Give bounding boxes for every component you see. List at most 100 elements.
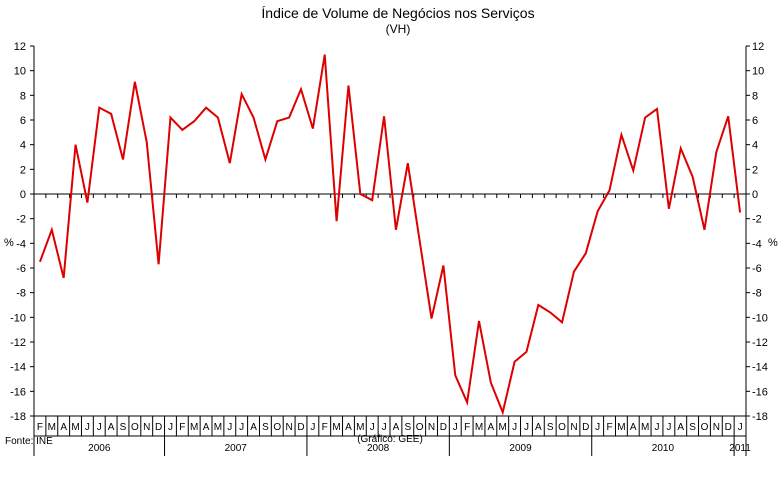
source-note: Fonte: INE [5, 436, 53, 447]
month-label: A [250, 422, 257, 433]
month-label: N [713, 422, 720, 433]
month-label: A [108, 422, 115, 433]
y-tick-label-right: -18 [752, 411, 768, 423]
y-tick-label-left: 0 [20, 189, 26, 201]
y-tick-label-left: 4 [20, 140, 26, 152]
month-label: N [570, 422, 577, 433]
month-label: M [71, 422, 79, 433]
month-label: J [97, 422, 102, 433]
month-label: M [48, 422, 56, 433]
month-label: S [404, 422, 411, 433]
month-label: N [286, 422, 293, 433]
month-label: M [641, 422, 649, 433]
month-label: F [464, 422, 470, 433]
y-tick-label-left: -6 [16, 263, 26, 275]
month-label: D [155, 422, 162, 433]
month-label: O [558, 422, 566, 433]
year-label: 2010 [652, 443, 675, 454]
y-tick-label-left: 10 [14, 66, 26, 78]
month-label: A [345, 422, 352, 433]
y-tick-label-right: -16 [752, 386, 768, 398]
month-label: J [738, 422, 743, 433]
plot-area: 12 12 10 10 8 8 6 6 4 4 2 2 0 0 -2 -2 -4 -4 -6 -6 -8 -8 -10 -10… [10, 41, 768, 456]
y-axis-label-left: % [4, 237, 14, 249]
y-tick-label-left: -16 [10, 386, 26, 398]
y-tick-label-right: -10 [752, 312, 768, 324]
month-label: J [370, 422, 375, 433]
month-label: M [499, 422, 507, 433]
month-label: J [512, 422, 517, 433]
y-tick-label-right: 6 [752, 115, 758, 127]
month-label: J [666, 422, 671, 433]
y-tick-label-right: 4 [752, 140, 758, 152]
year-label: 2009 [509, 443, 532, 454]
month-label: A [60, 422, 67, 433]
month-label: N [143, 422, 150, 433]
chart-subtitle: (VH) [386, 22, 411, 36]
month-label: M [356, 422, 364, 433]
month-label: S [689, 422, 696, 433]
y-tick-label-left: -14 [10, 362, 26, 374]
month-label: J [595, 422, 600, 433]
month-label: J [382, 422, 387, 433]
month-label: M [475, 422, 483, 433]
month-label: M [332, 422, 340, 433]
year-label: 2007 [225, 443, 248, 454]
y-tick-label-right: -12 [752, 337, 768, 349]
month-label: J [239, 422, 244, 433]
month-label: M [190, 422, 198, 433]
y-tick-label-right: -6 [752, 263, 762, 275]
month-label: D [440, 422, 447, 433]
month-label: J [453, 422, 458, 433]
month-label: J [168, 422, 173, 433]
month-label: O [273, 422, 281, 433]
month-label: A [203, 422, 210, 433]
month-label: D [297, 422, 304, 433]
month-label: M [617, 422, 625, 433]
month-label: F [179, 422, 185, 433]
month-label: S [262, 422, 269, 433]
month-label: A [535, 422, 542, 433]
month-label: S [547, 422, 554, 433]
year-label: 2006 [88, 443, 111, 454]
y-tick-label-right: 12 [752, 41, 764, 53]
chart-title: Índice de Volume de Negócios nos Serviço… [261, 5, 534, 21]
month-label: J [310, 422, 315, 433]
y-tick-label-left: -8 [16, 288, 26, 300]
month-label: D [582, 422, 589, 433]
month-label: O [701, 422, 709, 433]
month-label: A [677, 422, 684, 433]
y-tick-label-left: -4 [16, 238, 26, 250]
series-line [38, 54, 742, 416]
month-label: J [524, 422, 529, 433]
y-tick-label-right: 2 [752, 164, 758, 176]
y-tick-label-left: 2 [20, 164, 26, 176]
month-label: D [725, 422, 732, 433]
month-label: A [630, 422, 637, 433]
y-tick-label-right: -4 [752, 238, 762, 250]
y-tick-label-left: -2 [16, 214, 26, 226]
month-label: N [428, 422, 435, 433]
month-label: F [37, 422, 43, 433]
y-tick-label-right: -8 [752, 288, 762, 300]
y-tick-label-right: 0 [752, 189, 758, 201]
y-tick-label-right: -2 [752, 214, 762, 226]
month-label: O [131, 422, 139, 433]
y-tick-label-right: -14 [752, 362, 768, 374]
y-tick-label-left: -12 [10, 337, 26, 349]
year-label: 2008 [367, 443, 390, 454]
y-tick-label-left: -10 [10, 312, 26, 324]
credit-note: (Gráfico: GEE) [357, 434, 423, 445]
month-label: J [655, 422, 660, 433]
month-label: J [85, 422, 90, 433]
year-label: 2011 [729, 443, 751, 454]
y-tick-label-right: 10 [752, 66, 764, 78]
y-tick-label-right: 8 [752, 90, 758, 102]
month-label: S [120, 422, 127, 433]
y-tick-label-left: 8 [20, 90, 26, 102]
y-tick-label-left: 6 [20, 115, 26, 127]
y-tick-label-left: 12 [14, 41, 26, 53]
month-label: J [227, 422, 232, 433]
